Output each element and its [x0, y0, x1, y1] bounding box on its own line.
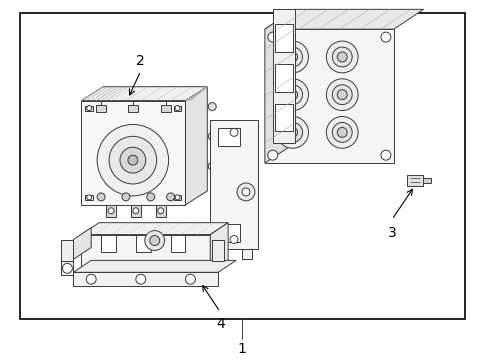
Circle shape [287, 90, 297, 100]
Circle shape [242, 188, 249, 196]
Bar [218, 129, 240, 146]
Bar [406, 175, 422, 186]
Circle shape [208, 162, 216, 170]
Bar [210, 121, 257, 249]
Bar [61, 261, 73, 275]
Circle shape [276, 79, 308, 111]
Bar [128, 105, 138, 112]
Bar [161, 105, 170, 112]
Circle shape [62, 264, 72, 273]
Circle shape [86, 274, 96, 284]
Text: 1: 1 [237, 342, 246, 356]
Polygon shape [264, 9, 294, 163]
Bar [274, 64, 292, 92]
Circle shape [144, 231, 164, 251]
Bar [81, 100, 185, 205]
Circle shape [122, 193, 130, 201]
Circle shape [276, 41, 308, 73]
Circle shape [325, 79, 357, 111]
Circle shape [380, 150, 390, 160]
Bar [101, 235, 116, 252]
Bar [170, 235, 185, 252]
Circle shape [175, 195, 180, 200]
Bar [173, 105, 181, 111]
Bar [85, 195, 93, 200]
Circle shape [136, 274, 145, 284]
Circle shape [287, 127, 297, 137]
Circle shape [325, 41, 357, 73]
Bar [73, 272, 218, 286]
Circle shape [133, 208, 139, 214]
Circle shape [108, 208, 114, 214]
Bar [61, 239, 73, 261]
Circle shape [267, 32, 277, 42]
Polygon shape [81, 223, 228, 235]
Text: 4: 4 [215, 317, 224, 331]
Circle shape [185, 274, 195, 284]
Circle shape [237, 183, 254, 201]
Circle shape [208, 103, 216, 111]
Bar [216, 249, 225, 260]
Circle shape [287, 52, 297, 62]
Bar [272, 9, 294, 143]
Circle shape [380, 32, 390, 42]
Polygon shape [264, 9, 423, 29]
Polygon shape [81, 87, 207, 100]
Circle shape [86, 195, 92, 200]
Circle shape [230, 235, 238, 243]
Circle shape [332, 47, 351, 67]
Circle shape [230, 129, 238, 136]
Bar [85, 105, 93, 111]
Circle shape [267, 150, 277, 160]
Circle shape [282, 47, 302, 67]
Bar [274, 104, 292, 131]
Polygon shape [210, 223, 228, 272]
Circle shape [97, 193, 105, 201]
Circle shape [276, 117, 308, 148]
Circle shape [337, 52, 346, 62]
Circle shape [166, 193, 174, 201]
Circle shape [337, 90, 346, 100]
Circle shape [149, 235, 160, 246]
Bar [155, 205, 165, 217]
Bar [422, 178, 429, 183]
Bar [131, 205, 141, 217]
Circle shape [282, 85, 302, 105]
Circle shape [86, 105, 92, 111]
Polygon shape [185, 87, 207, 205]
Circle shape [208, 132, 216, 140]
Text: 3: 3 [386, 226, 395, 240]
Bar [242, 249, 251, 260]
Circle shape [332, 85, 351, 105]
Polygon shape [73, 228, 91, 260]
Bar [212, 239, 224, 261]
Circle shape [146, 193, 154, 201]
Bar [20, 13, 464, 319]
Bar [274, 24, 292, 52]
Circle shape [157, 208, 163, 214]
Bar [96, 105, 106, 112]
Circle shape [325, 117, 357, 148]
Bar [81, 235, 210, 272]
Circle shape [332, 122, 351, 142]
Circle shape [337, 127, 346, 137]
Circle shape [128, 155, 138, 165]
Text: 2: 2 [136, 54, 145, 68]
Bar [173, 195, 181, 200]
Bar [264, 29, 393, 163]
Bar [136, 235, 150, 252]
Bar [106, 205, 116, 217]
Polygon shape [73, 260, 236, 272]
Circle shape [120, 147, 145, 173]
Circle shape [109, 136, 156, 184]
Circle shape [97, 125, 168, 196]
Circle shape [282, 122, 302, 142]
Bar [218, 224, 240, 242]
Circle shape [175, 105, 180, 111]
